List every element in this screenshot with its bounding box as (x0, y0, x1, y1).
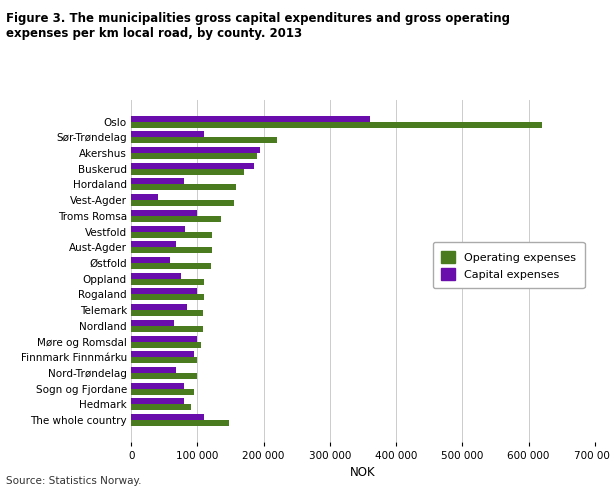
Bar (131, 414, 204, 420)
Bar (131, 288, 198, 294)
Bar (131, 373, 198, 379)
Bar (131, 351, 194, 357)
Bar (131, 200, 234, 206)
Bar (131, 389, 194, 395)
Bar (131, 342, 201, 347)
Bar (131, 320, 174, 326)
Bar (131, 184, 236, 190)
Bar (131, 263, 210, 269)
Bar (131, 310, 203, 316)
Bar (131, 336, 198, 342)
X-axis label: NOK: NOK (350, 466, 376, 479)
Bar (131, 326, 203, 332)
Bar (131, 279, 204, 285)
Bar (131, 273, 181, 279)
Bar (131, 147, 260, 153)
Bar (131, 225, 185, 231)
Bar (131, 241, 176, 247)
Text: Figure 3. The municipalities gross capital expenditures and gross operating
expe: Figure 3. The municipalities gross capit… (6, 12, 510, 40)
Bar (131, 257, 170, 263)
Bar (131, 137, 277, 143)
Bar (131, 399, 184, 405)
Bar (131, 116, 370, 122)
Bar (131, 210, 198, 216)
Bar (131, 194, 157, 200)
Bar (131, 169, 244, 175)
Bar (131, 131, 204, 137)
Legend: Operating expenses, Capital expenses: Operating expenses, Capital expenses (432, 242, 584, 288)
Text: Source: Statistics Norway.: Source: Statistics Norway. (6, 476, 142, 486)
Bar (131, 294, 204, 301)
Bar (131, 179, 184, 184)
Bar (131, 231, 212, 238)
Bar (131, 383, 184, 389)
Bar (131, 304, 187, 310)
Bar (131, 122, 542, 127)
Bar (131, 153, 257, 159)
Bar (131, 405, 191, 410)
Bar (131, 247, 212, 253)
Bar (131, 367, 176, 373)
Bar (131, 420, 229, 426)
Bar (131, 216, 221, 222)
Bar (131, 163, 254, 169)
Bar (131, 357, 198, 363)
